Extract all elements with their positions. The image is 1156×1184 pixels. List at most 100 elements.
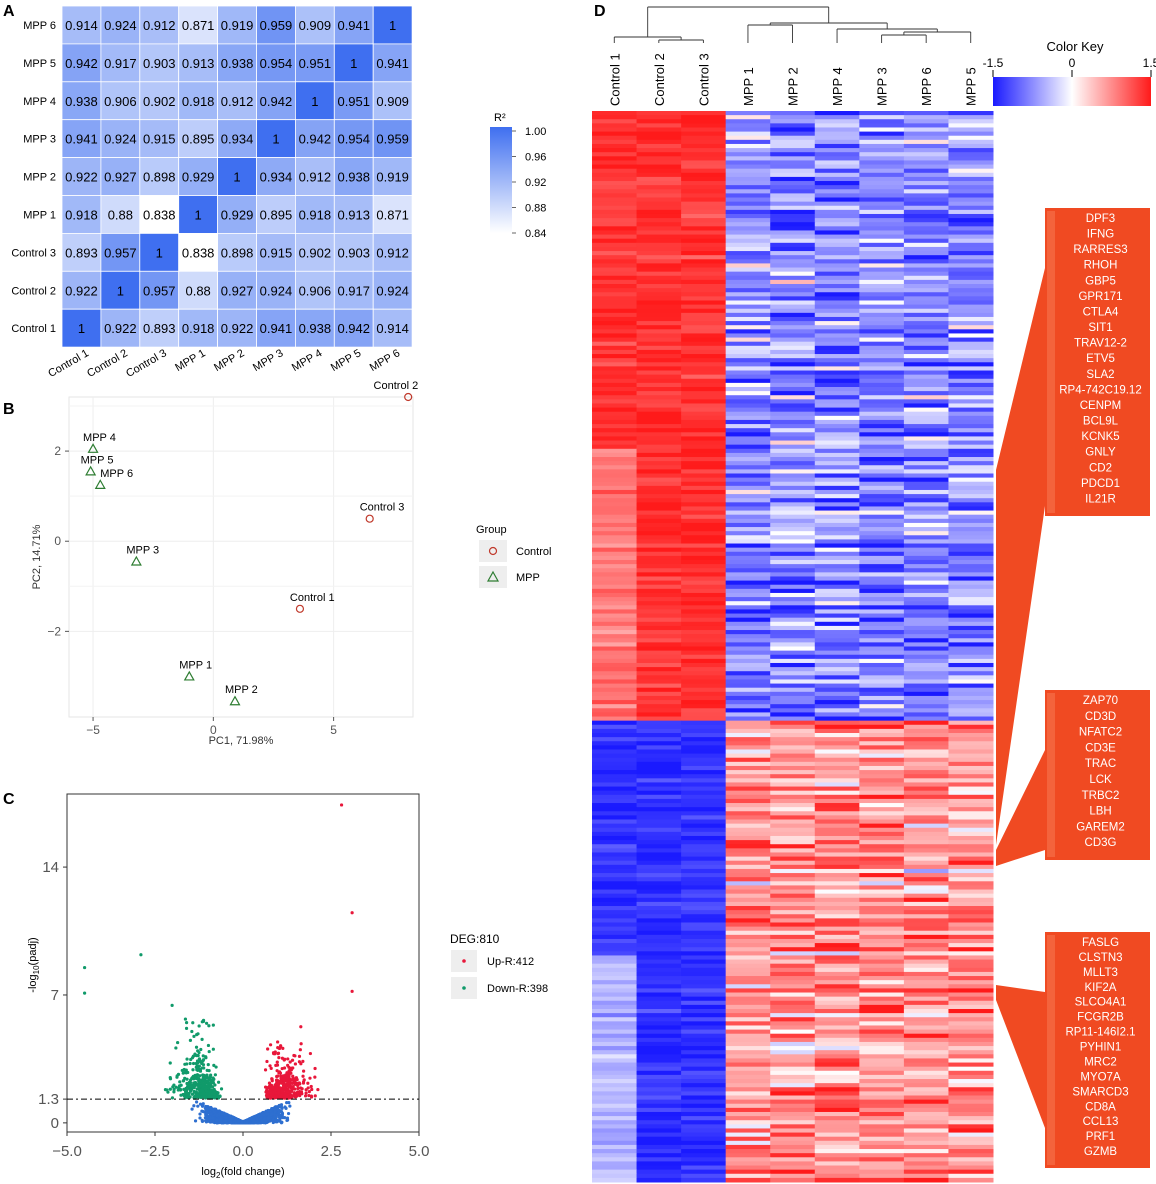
- heatmap-cell: [770, 712, 816, 718]
- heatmap-cell: [770, 605, 816, 610]
- heatmap-cell: [948, 510, 994, 516]
- volcano-point: [200, 1020, 204, 1024]
- heatmap-cell: [636, 770, 682, 775]
- volcano-point: [187, 1091, 191, 1095]
- heatmap-cell: [903, 609, 949, 615]
- heatmap-cell: [814, 300, 860, 306]
- volcano-point: [276, 1074, 280, 1078]
- r2-legend-title: R²: [494, 112, 506, 124]
- heatmap-cell: [859, 609, 905, 615]
- heatmap-cell: [770, 288, 816, 293]
- heatmap-cell: [859, 613, 905, 619]
- heatmap-cell: [770, 576, 816, 582]
- heatmap-cell: [903, 284, 949, 289]
- heatmap-cell: [770, 733, 816, 738]
- panel-label-d: D: [594, 3, 606, 20]
- heatmap-cell: [100, 5, 141, 45]
- row-label: Control 2: [11, 285, 56, 297]
- heatmap-cell: [372, 81, 413, 121]
- heatmap-cell: [725, 835, 771, 841]
- heatmap-cell: [681, 419, 727, 425]
- heatmap-cell: [948, 333, 994, 339]
- panel-label-a: A: [3, 3, 15, 20]
- heatmap-cell: [592, 720, 638, 726]
- cell-value: 0.941: [65, 132, 98, 147]
- heatmap-cell: [681, 172, 727, 178]
- cell-value: 0.934: [260, 170, 293, 185]
- heatmap-cell: [592, 127, 638, 133]
- heatmap-cell: [636, 226, 682, 231]
- heatmap-cell: [814, 325, 860, 330]
- heatmap-cell: [592, 345, 638, 351]
- heatmap-cell: [770, 230, 816, 236]
- heatmap-cell: [592, 209, 638, 215]
- heatmap-cell: [770, 687, 816, 693]
- heatmap-cell: [903, 510, 949, 516]
- heatmap-cell: [814, 613, 860, 619]
- volcano-point: [288, 1060, 292, 1064]
- heatmap-cell: [859, 712, 905, 718]
- cell-value: 0.938: [337, 170, 370, 185]
- heatmap-cell: [681, 605, 727, 610]
- heatmap-cell: [592, 201, 638, 207]
- heatmap-cell: [903, 403, 949, 409]
- cell-value: 1: [389, 18, 396, 33]
- heatmap-cell: [859, 222, 905, 227]
- heatmap-cell: [814, 765, 860, 771]
- volcano-point: [266, 1094, 271, 1099]
- volcano-point: [279, 1044, 283, 1048]
- heatmap-cell: [725, 115, 771, 120]
- heatmap-cell: [725, 860, 771, 866]
- volcano-point: [195, 1073, 200, 1077]
- heatmap-cell: [770, 634, 816, 639]
- heatmap-cell: [948, 691, 994, 697]
- pca-point-label: MPP 6: [100, 468, 133, 480]
- heatmap-cell: [859, 131, 905, 137]
- volcano-point: [267, 1084, 272, 1089]
- heatmap-cell: [814, 584, 860, 590]
- heatmap-cell: [592, 444, 638, 450]
- volcano-point: [207, 1049, 211, 1054]
- heatmap-cell: [636, 625, 682, 631]
- heatmap-cell: [948, 316, 994, 322]
- heatmap-cell: [681, 712, 727, 718]
- heatmap-cell: [770, 765, 816, 771]
- volcano-point: [196, 1068, 200, 1072]
- heatmap-cell: [636, 370, 682, 376]
- heatmap-cell: [725, 592, 771, 598]
- volcano-point: [224, 1116, 228, 1120]
- heatmap-cell: [770, 362, 816, 367]
- heatmap-cell: [592, 251, 638, 256]
- heatmap-cell: [948, 358, 994, 363]
- heatmap-cell: [725, 160, 771, 166]
- heatmap-cell: [770, 172, 816, 178]
- heatmap-cell: [859, 592, 905, 598]
- heatmap-cell: [814, 284, 860, 289]
- heatmap-cell: [592, 160, 638, 166]
- column-label: MPP 3: [251, 347, 285, 374]
- heatmap-cell: [592, 391, 638, 396]
- heatmap-cell: [636, 531, 682, 536]
- heatmap-cell: [725, 823, 771, 829]
- heatmap-cell: [636, 415, 682, 421]
- heatmap-cell: [636, 592, 682, 598]
- heatmap-cell: [948, 522, 994, 528]
- heatmap-cell: [681, 242, 727, 248]
- heatmap-cell: [592, 823, 638, 829]
- heatmap-cell: [948, 168, 994, 174]
- heatmap-cell: [725, 448, 771, 454]
- heatmap-cell: [681, 111, 727, 116]
- heatmap-cell: [903, 345, 949, 351]
- heatmap-cell: [725, 407, 771, 413]
- heatmap-cell: [859, 391, 905, 396]
- volcano-point: [289, 1089, 294, 1093]
- heatmap-cell: [948, 193, 994, 199]
- heatmap-cell: [770, 716, 816, 722]
- heatmap-cell: [903, 300, 949, 306]
- heatmap-cell: [814, 292, 860, 297]
- cell-value: 0.954: [337, 132, 370, 147]
- heatmap-cell: [681, 518, 727, 524]
- heatmap-cell: [592, 584, 638, 590]
- heatmap-cell: [814, 354, 860, 359]
